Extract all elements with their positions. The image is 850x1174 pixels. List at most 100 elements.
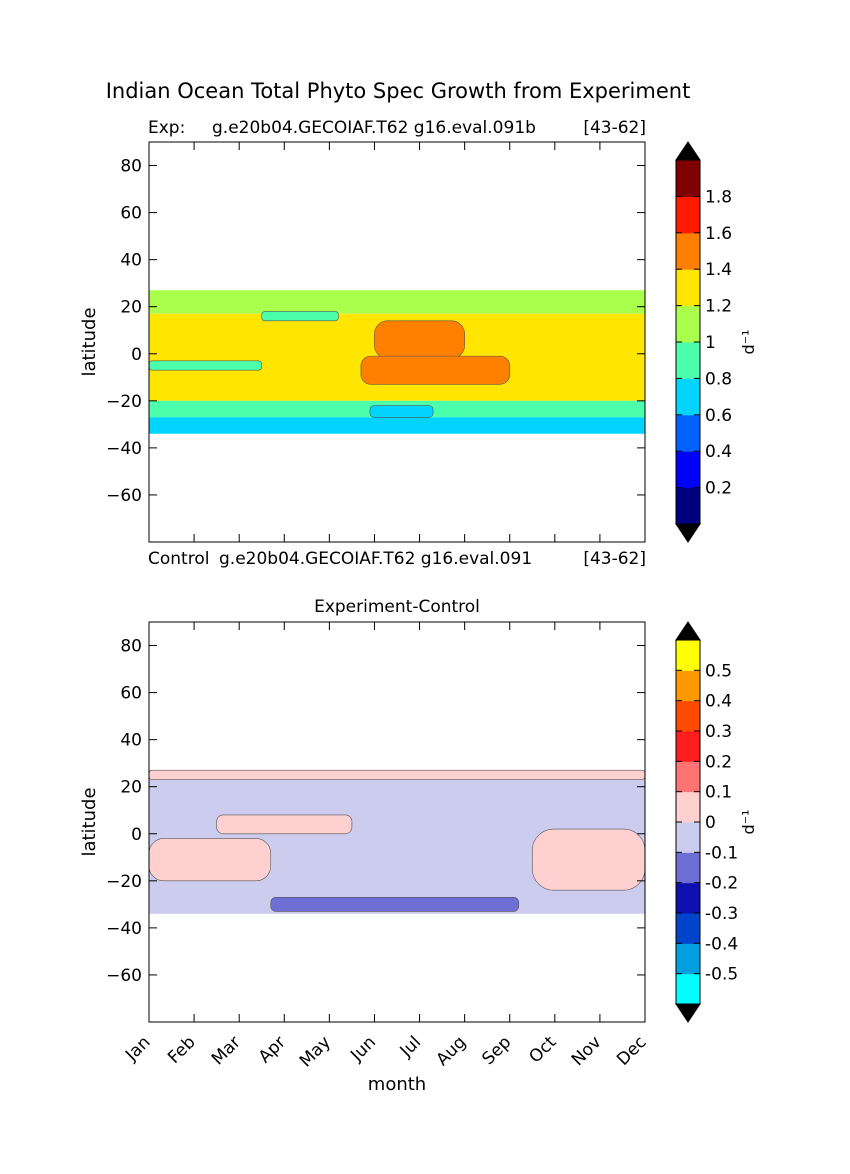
top-colorbar-swatch-5	[676, 305, 700, 343]
top-colorbar-swatch-8	[676, 196, 700, 234]
top-colorbar-swatch-4	[676, 342, 700, 379]
bottom-colorbar-tick-label: -0.1	[705, 843, 738, 863]
top-colorbar-tick-label: 0.6	[705, 406, 732, 426]
top-contour-fill	[148, 290, 645, 434]
bottom-xtick-label: Sep	[478, 1032, 515, 1069]
bottom-colorbar: -0.5 -0.4 -0.3 -0.2 -0.1 0 0.1 0.2 0.3 0.4 0.5	[675, 621, 738, 1023]
top-title-center: g.e20b04.GECOIAF.T62 g16.eval.091b	[212, 118, 536, 138]
control-years: [43-62]	[583, 549, 646, 569]
top-ytick-label: −60	[106, 486, 142, 506]
bottom-colorbar-tick-label: -0.2	[705, 874, 738, 894]
bottom-colorbar-tick-label: 0	[705, 813, 716, 833]
top-colorbar-swatch-2	[676, 414, 700, 452]
bottom-colorbar-swatch-7	[676, 761, 700, 793]
top-colorbar-swatch-1	[676, 451, 700, 489]
bottom-x-label: month	[368, 1074, 426, 1095]
bottom-colorbar-swatch-0	[676, 973, 700, 1005]
top-contour-patch-1	[360, 355, 511, 385]
bottom-xtick-label: Jan	[121, 1032, 154, 1065]
bottom-colorbar-tick-label: -0.4	[705, 934, 738, 954]
control-run-name: g.e20b04.GECOIAF.T62 g16.eval.091	[219, 549, 532, 569]
bottom-contour-patch-0	[148, 769, 646, 780]
bottom-colorbar-swatch-4	[676, 852, 700, 884]
top-colorbar-swatch-0	[676, 487, 700, 525]
bottom-colorbar-label: d⁻¹	[739, 809, 758, 834]
bottom-y-label: latitude	[79, 787, 100, 856]
bottom-title: Experiment-Control	[314, 597, 480, 617]
top-colorbar-tick-label: 0.8	[705, 369, 732, 389]
top-plot-frame	[148, 141, 646, 543]
top-contour-patch-2	[148, 360, 263, 371]
top-band-0	[149, 290, 645, 314]
bottom-contour-patch-1	[216, 814, 353, 835]
bottom-ytick-label: −60	[106, 966, 142, 986]
top-colorbar-tick-label: 1.8	[705, 187, 732, 207]
bottom-colorbar-swatch-6	[676, 791, 700, 823]
top-y-label: latitude	[79, 307, 100, 376]
bottom-xtick-label: Aug	[433, 1032, 471, 1070]
bottom-ytick-label: 60	[120, 684, 142, 704]
top-contour-patch-4	[369, 405, 434, 418]
top-ytick-label: −40	[106, 439, 142, 459]
top-colorbar-swatch-7	[676, 232, 700, 270]
top-colorbar: 0.2 0.4 0.6 0.8 1 1.2 1.4 1.6 1.8	[675, 141, 732, 543]
bottom-xtick-label: Feb	[164, 1032, 199, 1067]
top-ytick-label: 80	[120, 157, 142, 177]
bottom-xtick-label: Oct	[525, 1032, 560, 1067]
top-colorbar-tick-label: 0.4	[705, 442, 732, 462]
top-colorbar-swatch-6	[676, 269, 700, 307]
bottom-colorbar-tick-label: -0.3	[705, 904, 738, 924]
top-colorbar-tick-label: 1.4	[705, 260, 732, 280]
bottom-colorbar-tick-label: 0.4	[705, 692, 732, 712]
bottom-ytick-label: 20	[120, 778, 142, 798]
bottom-colorbar-tick-label: 0.5	[705, 661, 732, 681]
top-colorbar-swatch-9	[676, 160, 700, 197]
bottom-contour-fill	[148, 769, 646, 914]
bottom-contour-patch-2	[148, 838, 272, 882]
bottom-colorbar-swatch-1	[676, 943, 700, 975]
top-y-axis: 80 60 40 20 0 −20 −40 −60	[106, 157, 645, 506]
bottom-colorbar-tick-label: 0.3	[705, 722, 732, 742]
bottom-colorbar-tick-label: -0.5	[705, 965, 738, 985]
top-colorbar-tick-label: 1.2	[705, 297, 732, 317]
top-colorbar-tick-label: 1.6	[705, 224, 732, 244]
control-label: Control	[148, 549, 209, 569]
bottom-xtick-label: Nov	[568, 1032, 606, 1070]
top-colorbar-tick-label: 1	[705, 333, 716, 353]
top-x-ticks	[148, 142, 646, 542]
bottom-xtick-label: Jul	[396, 1032, 425, 1061]
bottom-ytick-label: 80	[120, 637, 142, 657]
bottom-colorbar-over-arrow	[675, 621, 701, 641]
bottom-colorbar-swatch-3	[676, 882, 700, 914]
top-contour-patch-0	[374, 320, 465, 359]
bottom-xtick-label: Jun	[346, 1032, 380, 1066]
bottom-xtick-label: Dec	[613, 1032, 650, 1069]
top-band-3	[149, 417, 645, 434]
top-colorbar-label: d⁻¹	[739, 329, 758, 354]
bottom-ytick-label: −20	[106, 872, 142, 892]
bottom-ytick-label: −40	[106, 919, 142, 939]
top-colorbar-over-arrow	[675, 141, 701, 161]
top-ytick-label: −20	[106, 392, 142, 412]
bottom-contour-patch-3	[531, 828, 646, 891]
bottom-ytick-label: 40	[120, 731, 142, 751]
bottom-colorbar-swatch-9	[676, 700, 700, 732]
bottom-colorbar-under-arrow	[675, 1003, 701, 1023]
bottom-xtick-label: Apr	[255, 1032, 290, 1067]
bottom-y-axis: 80 60 40 20 0 −20 −40 −60	[106, 637, 645, 986]
top-panel: Exp: g.e20b04.GECOIAF.T62 g16.eval.091b …	[79, 118, 758, 569]
top-contour-patch-3	[261, 311, 339, 322]
top-ytick-label: 40	[120, 251, 142, 271]
bottom-panel: Experiment-Control 80 60 40 20 0 −20 −40 −60 Ja…	[79, 597, 758, 1095]
bottom-colorbar-swatch-8	[676, 731, 700, 762]
top-colorbar-tick-label: 0.2	[705, 479, 732, 499]
top-ytick-label: 20	[120, 298, 142, 318]
top-colorbar-under-arrow	[675, 523, 701, 543]
top-title-left: Exp:	[148, 118, 185, 138]
top-colorbar-swatch-3	[676, 378, 700, 416]
bottom-colorbar-tick-label: 0.2	[705, 752, 732, 772]
figure-title: Indian Ocean Total Phyto Spec Growth fro…	[106, 79, 691, 103]
bottom-colorbar-swatch-11	[676, 640, 700, 671]
bottom-colorbar-tick-label: 0.1	[705, 783, 732, 803]
bottom-colorbar-swatch-10	[676, 670, 700, 702]
